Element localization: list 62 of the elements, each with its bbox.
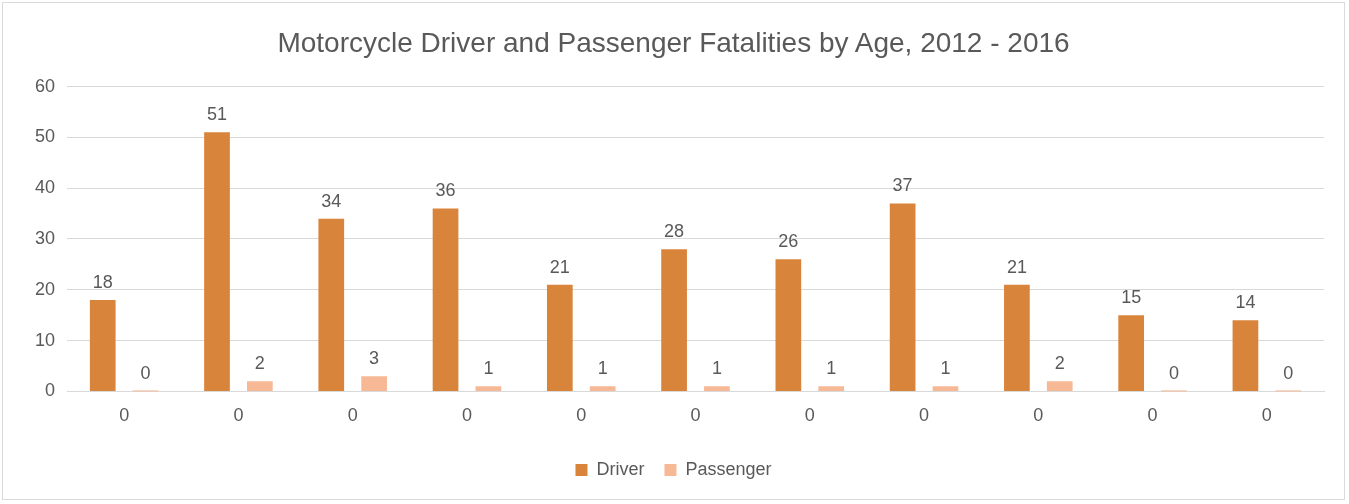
- x-tick-label: 0: [576, 405, 587, 426]
- data-label: 0: [1169, 363, 1180, 384]
- legend-label: Passenger: [685, 458, 772, 479]
- y-tick-label: 20: [34, 278, 56, 299]
- data-label: 28: [664, 221, 685, 242]
- bar: [89, 299, 116, 391]
- chart-title: Motorcycle Driver and Passenger Fatalities by Age, 2012 - 2016: [277, 26, 1070, 58]
- y-tick-label: 10: [34, 329, 56, 350]
- data-label: 34: [321, 190, 342, 211]
- data-label: 14: [1235, 292, 1256, 313]
- data-label: 51: [206, 104, 228, 125]
- bar: [247, 381, 273, 391]
- bar: [432, 208, 459, 391]
- data-label: 1: [826, 358, 837, 379]
- x-tick-label: 0: [233, 405, 244, 426]
- data-label: 21: [1006, 256, 1027, 277]
- bar: [475, 386, 502, 391]
- legend-label: Driver: [596, 458, 645, 479]
- y-tick-label: 30: [34, 227, 56, 248]
- data-label: 2: [1054, 353, 1065, 374]
- y-tick-label: 0: [45, 380, 56, 401]
- data-label: 0: [140, 363, 151, 384]
- data-label: 26: [778, 231, 799, 252]
- bar: [661, 249, 687, 391]
- bar: [1118, 315, 1145, 391]
- x-tick-label: 0: [461, 405, 472, 426]
- x-tick-label: 0: [1033, 405, 1044, 426]
- data-label: 15: [1121, 287, 1142, 308]
- x-tick-label: 0: [347, 405, 358, 426]
- data-label: 2: [254, 353, 265, 374]
- data-label: 21: [549, 256, 570, 277]
- x-tick-label: 0: [119, 405, 130, 426]
- bar: [318, 218, 345, 391]
- y-tick-label: 50: [34, 126, 56, 147]
- bar: [1046, 381, 1073, 391]
- bar: [546, 284, 573, 391]
- data-label: 36: [435, 180, 456, 201]
- bar: [704, 386, 730, 391]
- data-label: 37: [892, 175, 913, 196]
- x-tick-label: 0: [1261, 405, 1272, 426]
- x-tick-label: 0: [919, 405, 930, 426]
- data-label: 1: [483, 358, 494, 379]
- y-tick-label: 40: [34, 177, 56, 198]
- x-tick-label: 0: [690, 405, 701, 426]
- bar: [204, 132, 230, 391]
- y-tick-label: 60: [34, 75, 56, 96]
- data-label: 0: [1283, 363, 1294, 384]
- data-label: 1: [940, 358, 951, 379]
- x-tick-label: 0: [804, 405, 815, 426]
- data-label: 3: [369, 348, 380, 369]
- bar: [361, 376, 387, 391]
- bar: [589, 386, 616, 391]
- bar: [1004, 284, 1030, 391]
- data-label: 1: [597, 358, 608, 379]
- bar: [1232, 320, 1259, 391]
- bar: [818, 386, 845, 391]
- data-label: 18: [92, 271, 113, 292]
- bar: [932, 386, 959, 391]
- x-tick-label: 0: [1147, 405, 1158, 426]
- bar: [889, 203, 916, 391]
- data-label: 1: [711, 358, 722, 379]
- bar: [775, 259, 802, 391]
